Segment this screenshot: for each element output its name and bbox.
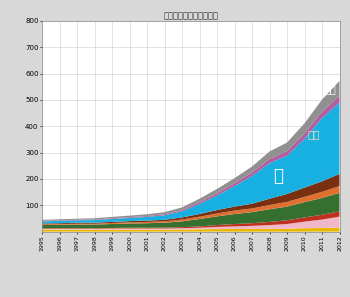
Text: 其他: 其他 [325, 84, 337, 94]
Title: 产品出口：中国到黎巴嫩: 产品出口：中国到黎巴嫩 [163, 11, 218, 20]
Text: 机: 机 [273, 167, 283, 185]
Text: 纴织品: 纴织品 [260, 111, 279, 121]
Text: 金属: 金属 [307, 129, 320, 139]
